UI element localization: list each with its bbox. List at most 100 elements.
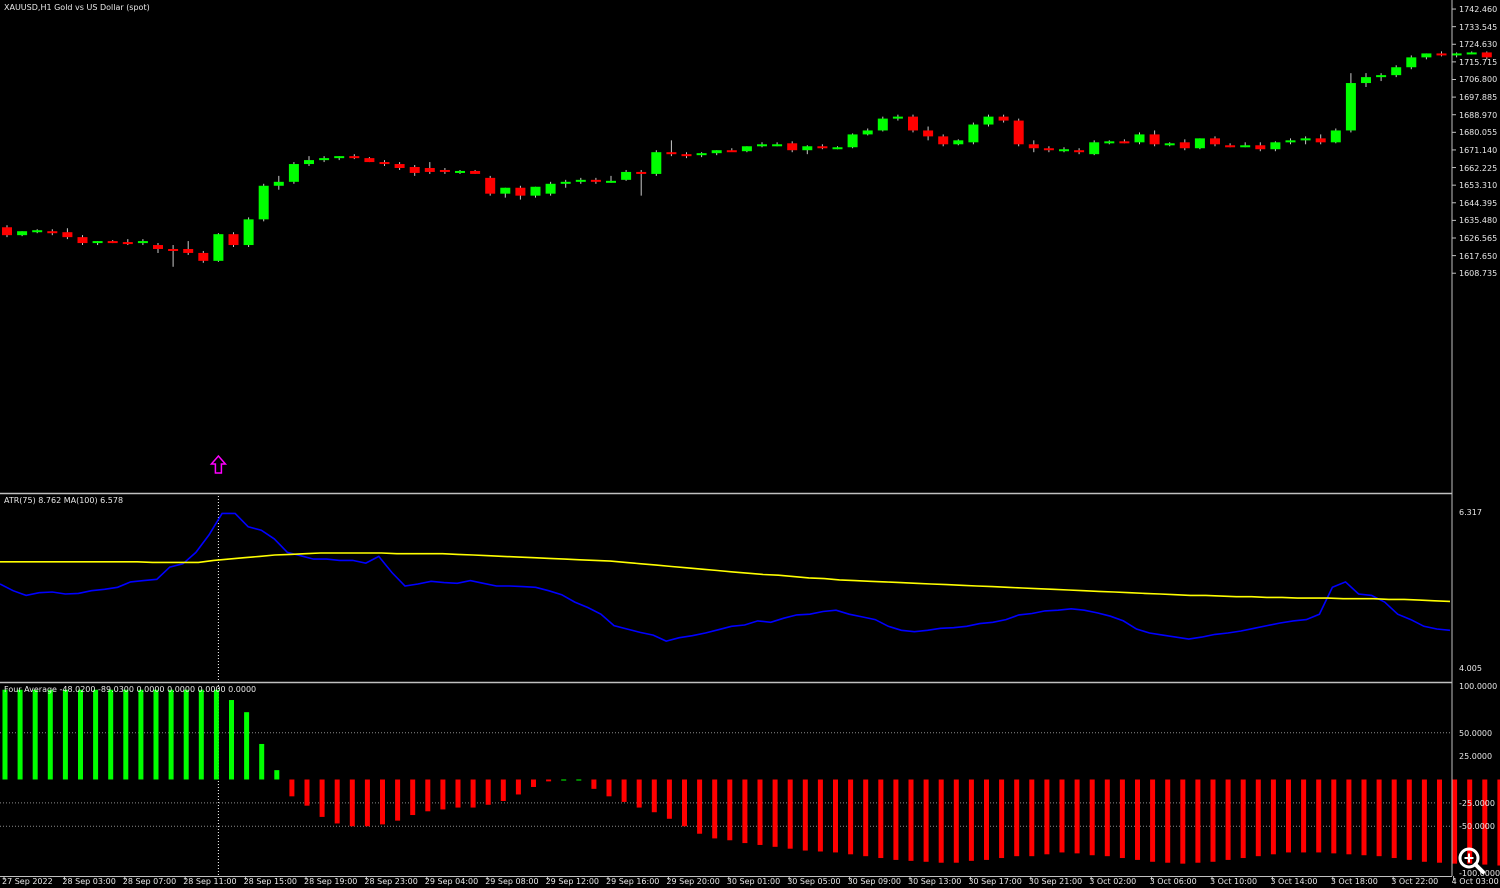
bull-candle [1270, 142, 1281, 150]
negative-bar [757, 779, 763, 845]
bear-candle [1028, 144, 1039, 149]
bull-candle [530, 186, 541, 196]
time-tick-label: 30 Sep 05:00 [787, 877, 841, 886]
positive-bar [93, 689, 99, 780]
bear-candle [1074, 150, 1085, 153]
negative-bar [1255, 779, 1261, 857]
bull-candle [651, 152, 662, 174]
bull-candle [1421, 53, 1432, 58]
four-average-info-label: Four Average -48.0200 -89.0300 0.0000 0.… [4, 685, 257, 694]
up-arrow-icon [209, 454, 228, 474]
bull-candle [17, 231, 28, 236]
bear-candle [1210, 138, 1220, 145]
bull-candle [621, 171, 632, 180]
bear-candle [183, 248, 194, 253]
positive-bar [259, 743, 265, 780]
atr-ma-line [0, 552, 1451, 603]
time-tick-label: 28 Sep 15:00 [243, 877, 297, 886]
oscillator-tick-label: 25.0000 [1459, 752, 1493, 762]
bear-candle [1013, 120, 1024, 145]
positive-bar [62, 689, 68, 780]
negative-bar [953, 779, 959, 863]
bear-candle [1436, 53, 1447, 56]
negative-bar [1180, 779, 1186, 864]
negative-bar [1240, 779, 1246, 859]
bull-candle [953, 140, 964, 145]
bull-candle [1089, 142, 1100, 155]
positive-bar [32, 689, 38, 780]
bear-candle [726, 150, 737, 153]
negative-bar [546, 779, 552, 782]
price-tick-label: 1715.715 [1459, 57, 1498, 67]
bear-candle [1149, 134, 1160, 145]
bear-candle [349, 156, 360, 159]
negative-bar [1361, 779, 1367, 856]
negative-bar [1376, 779, 1382, 857]
bull-candle [1300, 138, 1311, 141]
time-tick-label: 29 Sep 20:00 [666, 877, 720, 886]
bull-candle [832, 147, 843, 150]
time-tick-label: 28 Sep 19:00 [304, 877, 358, 886]
negative-bar [802, 779, 808, 851]
time-tick-label: 3 Oct 22:00 [1391, 877, 1439, 886]
bull-candle [711, 150, 722, 154]
time-tick-label: 28 Sep 23:00 [364, 877, 418, 886]
positive-bar [123, 689, 129, 780]
atr-info-label: ATR(75) 8.762 MA(100) 6.578 [4, 496, 124, 505]
negative-bar [334, 779, 340, 824]
price-tick-label: 1680.055 [1459, 128, 1498, 138]
negative-bar [440, 779, 446, 810]
price-tick-label: 1662.225 [1459, 163, 1498, 173]
negative-bar [1074, 779, 1080, 854]
negative-bar [1225, 779, 1231, 860]
negative-bar [1029, 779, 1035, 857]
bear-candle [424, 167, 435, 172]
negative-bar [621, 779, 627, 802]
bull-candle [1194, 138, 1205, 149]
bull-candle [802, 146, 813, 151]
bear-candle [1043, 148, 1054, 151]
bull-candle [560, 181, 571, 184]
negative-bar [395, 779, 401, 821]
negative-bar [485, 779, 491, 805]
negative-bar [923, 779, 929, 862]
bear-candle [515, 187, 526, 196]
bull-candle [1330, 130, 1341, 143]
price-tick-label: 1608.735 [1459, 269, 1498, 279]
negative-bar [1089, 779, 1095, 856]
bull-candle [304, 160, 314, 165]
chart-frame [0, 0, 1456, 880]
negative-bar [591, 779, 597, 789]
negative-bar [531, 779, 536, 787]
time-tick-label: 28 Sep 03:00 [62, 877, 116, 886]
bear-candle [787, 143, 798, 151]
bull-candle [1240, 145, 1251, 148]
negative-bar [1270, 779, 1276, 855]
time-tick-label: 28 Sep 11:00 [183, 877, 237, 886]
positive-bar [183, 689, 189, 780]
time-tick-label: 3 Oct 10:00 [1210, 877, 1258, 886]
four-average-panel [0, 689, 1500, 866]
bull-candle [1361, 77, 1371, 84]
bull-candle [1376, 75, 1387, 78]
positive-bar [198, 689, 204, 780]
negative-bar [319, 779, 325, 817]
negative-bar [878, 779, 884, 859]
negative-bar [1316, 779, 1322, 853]
positive-bar [153, 689, 159, 780]
bull-candle [696, 153, 707, 156]
bull-candle [1466, 52, 1477, 55]
negative-bar [651, 779, 657, 813]
bull-candle [1059, 149, 1069, 152]
magnifier-plus-icon[interactable] [1456, 845, 1486, 875]
negative-bar [1301, 779, 1307, 853]
atr-tick-label: 6.317 [1459, 508, 1482, 518]
bull-candle [847, 134, 858, 148]
negative-bar [1331, 779, 1337, 854]
bull-candle [968, 124, 979, 143]
negative-bar [848, 779, 854, 855]
price-tick-label: 1742.460 [1459, 5, 1498, 15]
time-tick-label: 3 Oct 18:00 [1330, 877, 1378, 886]
negative-bar [1195, 779, 1201, 863]
